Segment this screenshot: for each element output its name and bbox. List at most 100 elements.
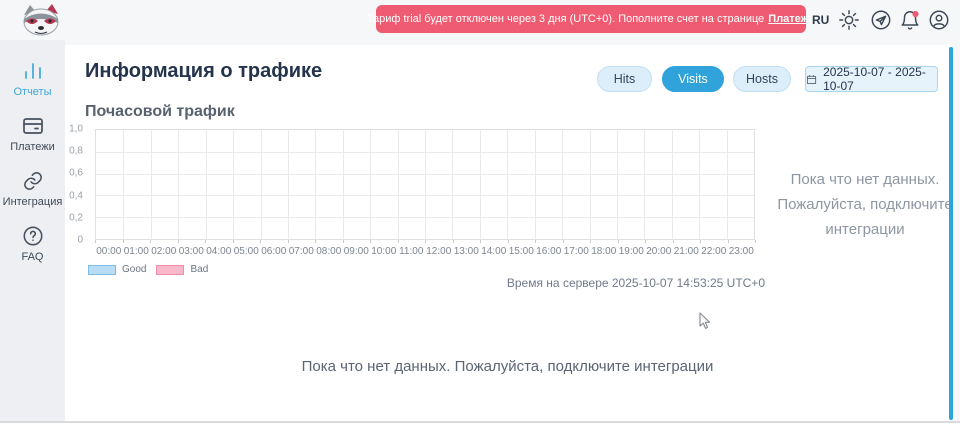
gridline-v <box>370 130 372 239</box>
mouse-cursor <box>699 312 711 329</box>
x-tick <box>95 240 96 243</box>
gridline-v <box>178 130 180 239</box>
gridline-v <box>479 130 481 239</box>
telegram-icon[interactable] <box>870 9 892 31</box>
date-range-value: 2025-10-07 - 2025-10-07 <box>823 65 926 93</box>
legend-label: Good <box>122 264 147 275</box>
x-tick-label: 20:00 <box>646 246 672 257</box>
gridline-v <box>233 130 235 239</box>
gridline-v <box>589 130 591 239</box>
plot-area <box>95 129 755 240</box>
main-content: Информация о трафике Hits Visits Hosts 2… <box>65 45 953 421</box>
bell-icon[interactable] <box>899 9 921 31</box>
tab-visits[interactable]: Visits <box>662 66 724 92</box>
x-tick <box>590 240 591 243</box>
banner-payments-link[interactable]: Платежи <box>768 13 816 25</box>
x-tick-label: 03:00 <box>178 246 204 257</box>
y-tick-label: 0,6 <box>69 167 83 179</box>
x-tick-label: 16:00 <box>536 246 562 257</box>
x-tick-label: 18:00 <box>591 246 617 257</box>
x-tick-label: 09:00 <box>343 246 369 257</box>
language-selector[interactable]: RU <box>812 13 830 27</box>
tab-hosts[interactable]: Hosts <box>733 66 791 92</box>
x-tick <box>562 240 564 243</box>
gridline-v <box>452 130 454 239</box>
profile-icon[interactable] <box>928 9 950 31</box>
x-tick <box>617 240 619 243</box>
x-tick-label: 23:00 <box>728 246 754 257</box>
gridline-v <box>644 130 646 239</box>
gridline-v <box>287 130 289 239</box>
gridline-v <box>150 130 152 239</box>
trial-banner-text: Тариф trial будет отключен через 3 дня (… <box>366 13 765 25</box>
x-tick-label: 12:00 <box>426 246 452 257</box>
y-tick-label: 1,0 <box>69 123 83 135</box>
x-tick <box>535 240 536 243</box>
gridline-v <box>260 130 262 239</box>
raccoon-logo[interactable] <box>18 3 64 37</box>
gridline-v <box>562 130 564 239</box>
x-tick <box>727 240 729 243</box>
x-tick-label: 15:00 <box>508 246 534 257</box>
gridline-h <box>96 217 754 219</box>
x-tick <box>672 240 674 243</box>
legend-label: Bad <box>190 264 209 275</box>
no-data-message-side: Пока что нет данных. Пожалуйста, подключ… <box>777 171 953 238</box>
gridline-v <box>123 130 125 239</box>
gridline-v <box>315 130 317 239</box>
sidebar-item-reports[interactable]: Отчеты <box>0 60 65 98</box>
x-tick-label: 10:00 <box>371 246 397 257</box>
y-tick-label: 0,4 <box>69 190 83 202</box>
x-tick-label: 21:00 <box>673 246 699 257</box>
x-tick-label: 06:00 <box>261 246 287 257</box>
gridline-v <box>726 130 728 239</box>
x-tick-label: 22:00 <box>701 246 727 257</box>
y-tick-label: 0,2 <box>69 212 83 224</box>
legend-item-bad[interactable]: Bad <box>156 264 208 275</box>
gridline-h <box>96 151 754 153</box>
x-tick-label: 01:00 <box>123 246 149 257</box>
x-tick <box>205 240 206 243</box>
x-tick <box>755 240 756 243</box>
x-tick-label: 13:00 <box>453 246 479 257</box>
no-data-message-bottom: Пока что нет данных. Пожалуйста, подключ… <box>301 358 714 375</box>
x-tick <box>507 240 509 243</box>
reports-bars-icon <box>24 63 41 79</box>
sidebar-item-faq[interactable]: FAQ <box>0 225 65 263</box>
x-tick <box>700 240 701 243</box>
page-title: Информация о трафике <box>85 60 323 82</box>
sidebar-item-payments[interactable]: Платежи <box>0 115 65 153</box>
theme-sun-icon[interactable] <box>838 9 860 31</box>
gridline-v <box>616 130 618 239</box>
y-tick-label: 0 <box>77 234 83 246</box>
tab-hits[interactable]: Hits <box>597 66 652 92</box>
x-tick <box>480 240 481 243</box>
server-time: Время на сервере 2025-10-07 14:53:25 UTC… <box>506 276 765 290</box>
gridline-v <box>205 130 207 239</box>
gridline-v <box>534 130 536 239</box>
gridline-h <box>96 173 754 175</box>
legend-item-good[interactable]: Good <box>88 264 146 275</box>
chart-title: Почасовой трафик <box>85 103 235 120</box>
gridline-h <box>96 195 754 197</box>
x-tick-label: 02:00 <box>151 246 177 257</box>
x-tick <box>315 240 316 243</box>
gridline-v <box>397 130 399 239</box>
sidebar-item-integration[interactable]: Интеграция <box>0 170 65 208</box>
date-range-picker[interactable]: 2025-10-07 - 2025-10-07 <box>805 65 938 93</box>
x-tick <box>177 240 179 243</box>
x-tick <box>287 240 289 243</box>
vertical-scrollbar[interactable] <box>949 47 953 420</box>
sidebar-item-label: Интеграция <box>2 196 63 208</box>
gridline-v <box>342 130 344 239</box>
x-tick-label: 17:00 <box>563 246 589 257</box>
x-tick <box>397 240 399 243</box>
sidebar-item-label: Отчеты <box>13 86 52 98</box>
x-tick <box>122 240 124 243</box>
x-tick-label: 08:00 <box>316 246 342 257</box>
x-tick-label: 14:00 <box>481 246 507 257</box>
trial-banner: Тариф trial будет отключен через 3 дня (… <box>367 5 815 33</box>
integration-link-icon <box>23 172 42 190</box>
x-tick <box>645 240 646 243</box>
